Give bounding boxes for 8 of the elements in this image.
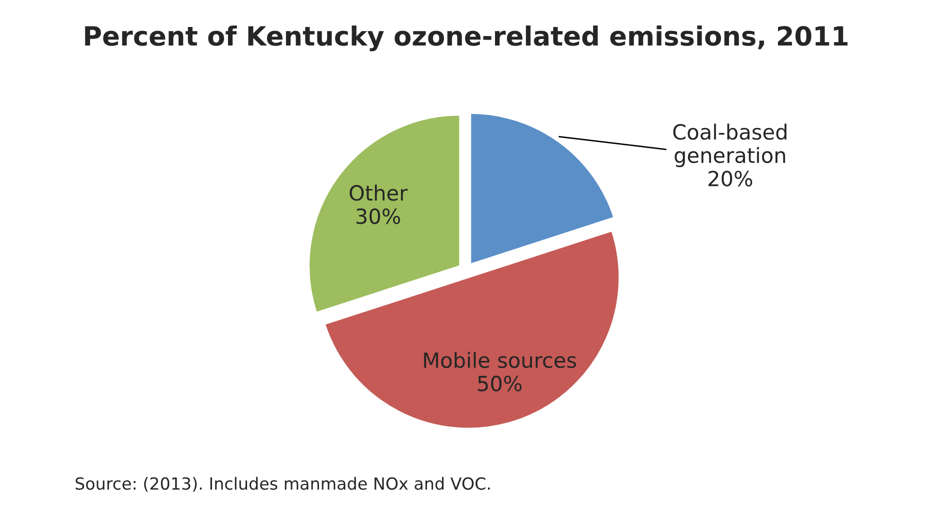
data-label: 30% — [356, 208, 400, 224]
data-label: 20% — [708, 170, 752, 186]
source-note: Source: (2013). Includes manmade NOx and VOC. — [76, 476, 490, 492]
chart-title: Percent of Kentucky ozone-related emissions, 2011 — [85, 26, 848, 52]
slice-label: Mobile sources — [424, 352, 576, 368]
slice-label: Coal-based generation — [673, 124, 786, 168]
slice-label: Other — [350, 184, 408, 201]
data-label: 50% — [478, 376, 522, 392]
